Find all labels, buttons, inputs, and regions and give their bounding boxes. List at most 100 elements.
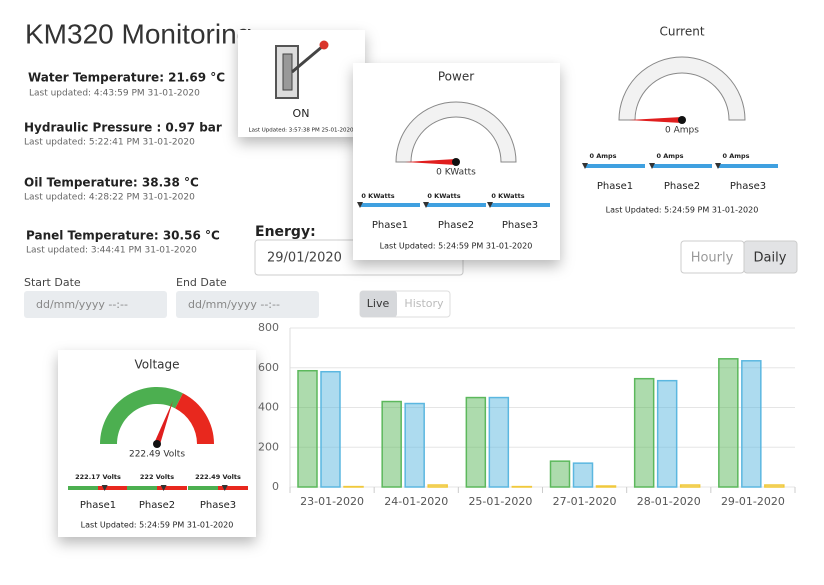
phase-value: 0 Amps: [589, 152, 616, 160]
voltage-gauge: Voltage 222.49 Volts 222.17 Volts Phase1 222…: [68, 358, 248, 530]
x-tick-label: 23-01-2020: [300, 495, 364, 508]
bar: [741, 360, 762, 488]
gauge-title: Power: [438, 70, 474, 84]
phase-name: Phase2: [438, 220, 474, 231]
y-tick-label: 600: [258, 361, 279, 374]
placeholder: dd/mm/yyyy --:--: [36, 298, 128, 311]
gauge-band: [100, 387, 183, 444]
reading: Panel Temperature: 30.56 °C: [26, 229, 220, 243]
phase-value: 222 Volts: [140, 473, 174, 481]
placeholder: dd/mm/yyyy --:--: [188, 298, 280, 311]
gauge-band: [618, 56, 746, 121]
phase-track: [188, 486, 218, 490]
phase-value: 0 KWatts: [491, 192, 524, 200]
button-label: Live: [367, 297, 390, 310]
switch-updated: Last Updated: 3:57:38 PM 25-01-2020: [249, 128, 354, 134]
phase-value: 0 Amps: [656, 152, 683, 160]
phase-marker: [487, 202, 493, 208]
y-tick-label: 0: [272, 480, 279, 493]
readings: Water Temperature: 21.69 °C Last updated…: [24, 71, 225, 256]
live-button[interactable]: [360, 291, 397, 317]
x-tick-label: 28-01-2020: [637, 495, 701, 508]
bar: [656, 379, 678, 488]
phase-name: Phase3: [502, 220, 538, 231]
bar: [633, 377, 655, 488]
gauge-band: [395, 101, 517, 163]
phase-marker: [357, 202, 363, 208]
x-tick-label: 27-01-2020: [553, 495, 617, 508]
bar: [465, 396, 487, 488]
gauge-value: 222.49 Volts: [129, 450, 185, 460]
reading-updated: Last updated: 4:28:22 PM 31-01-2020: [24, 193, 195, 203]
bar: [764, 484, 785, 488]
phase-marker: [582, 163, 588, 169]
switch-card: ON Last Updated: 3:57:38 PM 25-01-2020: [238, 30, 365, 137]
reading-updated: Last updated: 4:43:59 PM 31-01-2020: [29, 89, 200, 99]
phase-marker: [101, 485, 108, 491]
phase-track: [490, 203, 550, 207]
phase-name: Phase1: [597, 181, 633, 192]
bar: [381, 400, 402, 488]
phase-track: [157, 486, 187, 490]
gauge-updated: Last Updated: 5:24:59 PM 31-01-2020: [606, 206, 759, 215]
button-label: Hourly: [691, 251, 734, 266]
gauge-value: 0 KWatts: [436, 168, 476, 178]
phase-track: [98, 486, 128, 490]
phase-value: 0 KWatts: [427, 192, 460, 200]
start-date-input[interactable]: [24, 291, 167, 318]
phase-name: Phase2: [664, 181, 700, 192]
end-date-label: End Date: [176, 276, 227, 289]
phase-marker: [423, 202, 429, 208]
phase-marker: [715, 163, 721, 169]
power-gauge: Power 0 KWatts 0 KWatts Phase1 0 KWatts Phase…: [357, 70, 550, 251]
start-date-label: Start Date: [24, 276, 81, 289]
phase-name: Phase1: [80, 500, 116, 511]
current-gauge: Current 0 Amps 0 Amps Phase1 0 Amps Phase2 0 A…: [582, 25, 778, 215]
date-value: 29/01/2020: [267, 251, 342, 266]
phase-track: [127, 486, 157, 490]
y-tick-label: 400: [258, 401, 279, 414]
page-title: KM320 Monitoring: [25, 18, 252, 49]
phase-name: Phase1: [372, 220, 408, 231]
energy-chart: 0 200 400 600 800 23-01-2020 24-01-2020 25-01-2…: [258, 321, 796, 508]
bar: [320, 370, 341, 488]
bar: [404, 402, 425, 488]
end-date-input[interactable]: [176, 291, 319, 318]
bar: [595, 485, 617, 488]
bar: [549, 460, 571, 488]
switch-state: ON: [293, 107, 310, 120]
phase-marker: [221, 485, 228, 491]
phase-track: [652, 164, 712, 168]
phase-track: [426, 203, 486, 207]
gauge-hub: [452, 158, 460, 166]
phase-track: [360, 203, 420, 207]
reading-updated: Last updated: 3:44:41 PM 31-01-2020: [26, 246, 197, 256]
gauge-updated: Last Updated: 5:24:59 PM 31-01-2020: [380, 242, 533, 251]
bar: [427, 484, 448, 488]
voltage-card: Voltage 222.49 Volts 222.17 Volts Phase1 222…: [58, 350, 256, 537]
phase-value: 0 KWatts: [361, 192, 394, 200]
x-tick-label: 25-01-2020: [468, 495, 532, 508]
y-tick-label: 200: [258, 440, 279, 453]
phase-value: 0 Amps: [722, 152, 749, 160]
switch-knob: [319, 40, 329, 50]
bar: [679, 484, 701, 488]
bar: [572, 462, 594, 488]
daily-button[interactable]: [743, 240, 798, 274]
gauge-needle: [629, 117, 682, 123]
switch-slot: [282, 53, 293, 91]
phase-value: 222.49 Volts: [195, 473, 241, 481]
bar: [488, 396, 510, 488]
gauge-band: [175, 393, 214, 444]
gauge-value: 0 Amps: [665, 126, 699, 136]
phase-track: [718, 164, 778, 168]
bar: [297, 369, 318, 488]
phase-track: [218, 486, 248, 490]
reading: Water Temperature: 21.69 °C: [28, 71, 225, 85]
phase-track: [68, 486, 98, 490]
card: [238, 30, 365, 137]
x-tick-label: 24-01-2020: [384, 495, 448, 508]
energy-label: Energy:: [255, 224, 316, 240]
gauge-hub: [153, 440, 161, 448]
